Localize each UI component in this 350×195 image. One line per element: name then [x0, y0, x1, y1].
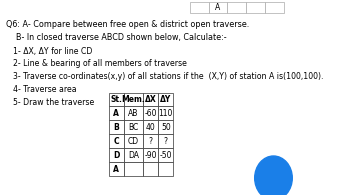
Bar — [108, 162, 124, 176]
Bar — [143, 148, 158, 162]
Bar — [190, 2, 209, 13]
Text: 5- Draw the traverse: 5- Draw the traverse — [13, 98, 94, 107]
Bar — [124, 93, 143, 106]
Bar — [143, 162, 158, 176]
Text: C: C — [113, 136, 119, 145]
Text: DA: DA — [128, 151, 139, 160]
Text: A: A — [113, 165, 119, 174]
Bar — [124, 120, 143, 134]
Bar — [246, 2, 265, 13]
Bar — [265, 2, 284, 13]
Text: -90: -90 — [144, 151, 157, 160]
Bar — [158, 148, 174, 162]
Bar — [124, 162, 143, 176]
Text: St.: St. — [110, 95, 122, 104]
Bar — [143, 120, 158, 134]
Text: CD: CD — [128, 136, 139, 145]
Text: 110: 110 — [159, 108, 173, 118]
Text: 4- Traverse area: 4- Traverse area — [13, 85, 76, 94]
Circle shape — [255, 156, 292, 195]
Bar — [108, 120, 124, 134]
Bar — [108, 93, 124, 106]
Bar — [108, 148, 124, 162]
Bar — [108, 134, 124, 148]
Text: ΔY: ΔY — [160, 95, 172, 104]
Bar — [158, 134, 174, 148]
Text: BC: BC — [128, 122, 139, 131]
Bar — [228, 2, 246, 13]
Text: 40: 40 — [146, 122, 155, 131]
Text: Q6: A- Compare between free open & district open traverse.: Q6: A- Compare between free open & distr… — [6, 20, 249, 29]
Text: A: A — [215, 3, 220, 12]
Bar — [209, 2, 228, 13]
Text: 3- Traverse co-ordinates(x,y) of all stations if the  (X,Y) of station A is(100,: 3- Traverse co-ordinates(x,y) of all sta… — [13, 72, 323, 81]
Text: D: D — [113, 151, 119, 160]
Bar — [143, 106, 158, 120]
Text: 50: 50 — [161, 122, 171, 131]
Bar — [124, 106, 143, 120]
Bar — [143, 134, 158, 148]
Bar — [158, 162, 174, 176]
Text: A: A — [113, 108, 119, 118]
Text: Mem.: Mem. — [121, 95, 145, 104]
Text: B- In closed traverse ABCD shown below, Calculate:-: B- In closed traverse ABCD shown below, … — [6, 33, 226, 42]
Text: B: B — [113, 122, 119, 131]
Bar — [108, 106, 124, 120]
Text: AB: AB — [128, 108, 139, 118]
Bar — [158, 120, 174, 134]
Bar — [124, 148, 143, 162]
Text: -50: -50 — [160, 151, 172, 160]
Bar — [158, 93, 174, 106]
Text: ?: ? — [164, 136, 168, 145]
Text: ?: ? — [148, 136, 152, 145]
Bar — [143, 93, 158, 106]
Text: 1- ΔX, ΔY for line CD: 1- ΔX, ΔY for line CD — [13, 47, 92, 56]
Bar — [158, 106, 174, 120]
Text: 2- Line & bearing of all members of traverse: 2- Line & bearing of all members of trav… — [13, 59, 187, 68]
Bar — [124, 134, 143, 148]
Text: -60: -60 — [144, 108, 157, 118]
Text: ΔX: ΔX — [145, 95, 156, 104]
